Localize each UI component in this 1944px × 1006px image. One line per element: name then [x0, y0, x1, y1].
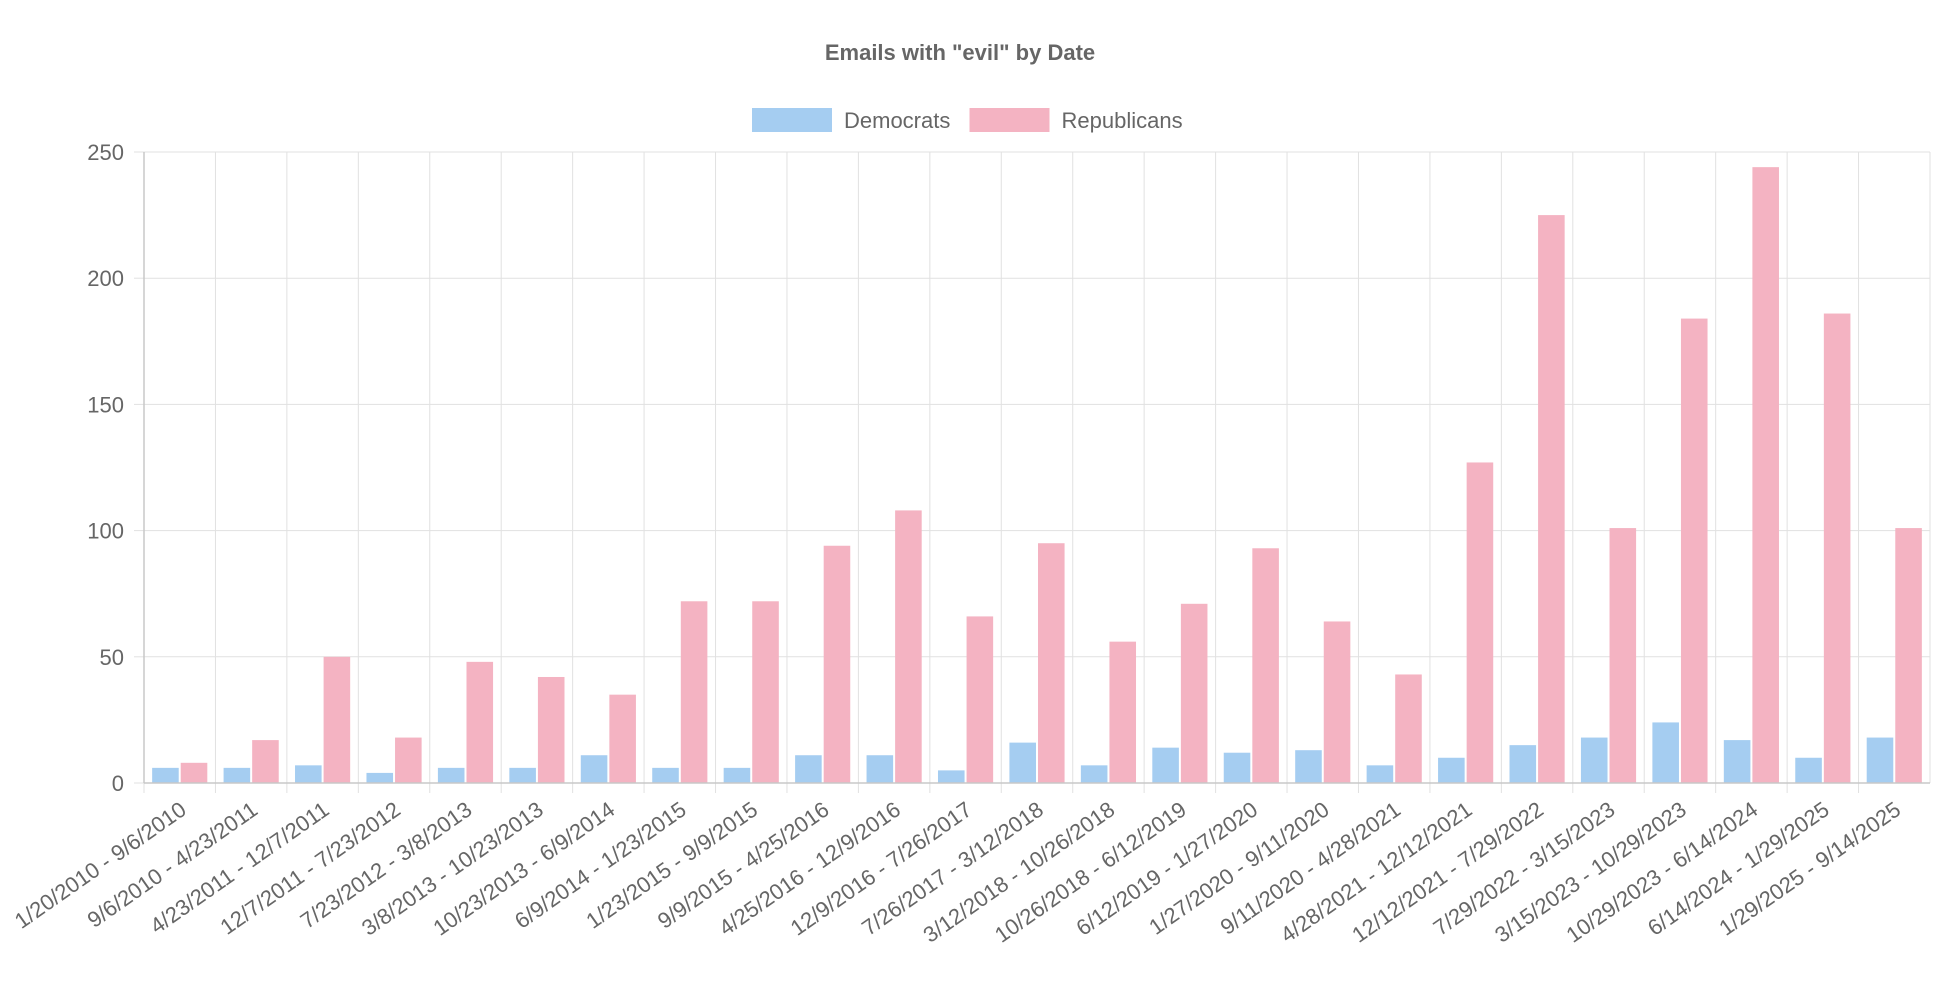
legend-swatch-republicans[interactable]	[969, 108, 1050, 132]
bar-democrats-21[interactable]	[1652, 722, 1679, 783]
bar-democrats-23[interactable]	[1795, 757, 1822, 783]
y-tick-label: 100	[87, 519, 124, 544]
bar-republicans-8[interactable]	[752, 601, 779, 783]
bar-democrats-6[interactable]	[580, 755, 608, 783]
bar-democrats-24[interactable]	[1866, 737, 1894, 783]
bar-democrats-10[interactable]	[866, 755, 894, 783]
bar-republicans-22[interactable]	[1752, 167, 1779, 784]
bar-republicans-6[interactable]	[609, 694, 636, 783]
bar-republicans-7[interactable]	[680, 601, 708, 783]
bar-republicans-3[interactable]	[395, 737, 422, 783]
bar-democrats-1[interactable]	[223, 767, 251, 783]
bar-republicans-1[interactable]	[252, 740, 279, 783]
bar-republicans-13[interactable]	[1109, 641, 1137, 783]
bar-democrats-13[interactable]	[1080, 765, 1108, 783]
bar-democrats-3[interactable]	[366, 772, 394, 783]
grid	[134, 151, 1931, 793]
bar-republicans-23[interactable]	[1823, 313, 1851, 783]
legend-label-republicans[interactable]: Republicans	[1062, 108, 1183, 133]
bar-democrats-16[interactable]	[1295, 750, 1322, 783]
chart-title: Emails with "evil" by Date	[825, 40, 1095, 65]
bar-democrats-18[interactable]	[1438, 757, 1465, 783]
bar-republicans-12[interactable]	[1038, 543, 1065, 783]
bar-republicans-18[interactable]	[1466, 462, 1494, 783]
bar-democrats-20[interactable]	[1580, 737, 1608, 783]
bar-republicans-5[interactable]	[537, 676, 565, 783]
bar-republicans-19[interactable]	[1538, 215, 1565, 784]
legend[interactable]: Democrats Republicans	[752, 108, 1183, 133]
y-tick-label: 0	[112, 771, 124, 796]
bar-democrats-19[interactable]	[1509, 745, 1537, 783]
bar-republicans-0[interactable]	[180, 762, 208, 783]
bar-republicans-10[interactable]	[895, 510, 922, 783]
legend-label-democrats[interactable]: Democrats	[844, 108, 950, 133]
bar-republicans-24[interactable]	[1895, 528, 1922, 783]
bar-democrats-0[interactable]	[152, 767, 179, 783]
bar-democrats-15[interactable]	[1223, 752, 1251, 783]
y-tick-label: 250	[87, 140, 124, 165]
bar-republicans-20[interactable]	[1609, 528, 1637, 783]
bar-democrats-2[interactable]	[295, 765, 322, 783]
bar-republicans-21[interactable]	[1680, 318, 1708, 783]
bar-republicans-4[interactable]	[466, 661, 494, 783]
bar-republicans-15[interactable]	[1252, 548, 1279, 783]
bar-democrats-14[interactable]	[1152, 747, 1179, 783]
bar-democrats-22[interactable]	[1723, 740, 1751, 783]
bar-democrats-12[interactable]	[1009, 742, 1036, 783]
y-tick-label: 50	[100, 645, 124, 670]
bar-democrats-17[interactable]	[1366, 765, 1394, 783]
bar-democrats-7[interactable]	[652, 767, 679, 783]
bar-democrats-5[interactable]	[509, 767, 536, 783]
bar-republicans-11[interactable]	[966, 616, 994, 783]
bar-republicans-14[interactable]	[1180, 603, 1208, 783]
bar-democrats-8[interactable]	[723, 767, 751, 783]
bars	[152, 167, 1922, 784]
bar-republicans-2[interactable]	[323, 656, 351, 783]
bar-republicans-17[interactable]	[1395, 674, 1422, 783]
y-tick-label: 200	[87, 266, 124, 291]
bar-democrats-11[interactable]	[937, 770, 965, 783]
legend-swatch-democrats[interactable]	[752, 108, 832, 132]
bar-democrats-9[interactable]	[795, 755, 822, 783]
y-tick-label: 150	[87, 392, 124, 417]
bar-republicans-9[interactable]	[823, 545, 851, 783]
bar-republicans-16[interactable]	[1323, 621, 1351, 783]
bar-democrats-4[interactable]	[437, 767, 465, 783]
y-axis: 0 50 100 150 200 250	[87, 140, 145, 796]
